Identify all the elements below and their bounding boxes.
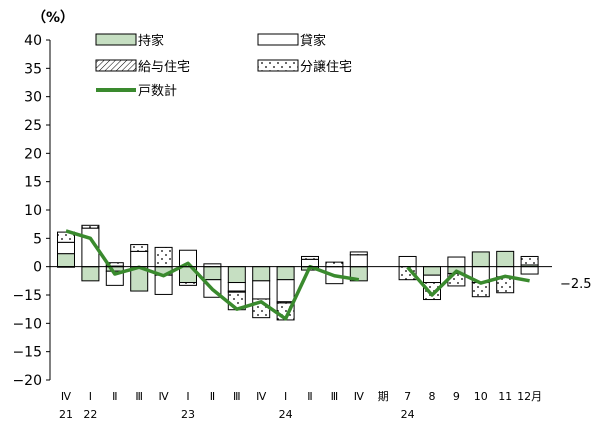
bar-mochiie	[252, 266, 271, 282]
x-year-label: 23	[181, 408, 195, 421]
x-tick-label: Ⅰ	[186, 390, 189, 403]
y-tick-label: −20	[12, 373, 42, 389]
bar-kashiya	[252, 280, 271, 300]
bar-bunjo	[81, 224, 100, 229]
bar-kashiya	[276, 279, 295, 303]
legend-label-kashiya: 貸家	[300, 33, 326, 49]
bar-bunjo	[520, 255, 539, 266]
x-tick-label: 8	[429, 390, 436, 403]
x-year-label: 22	[83, 408, 97, 421]
y-tick-label: 20	[24, 146, 42, 162]
legend-swatch-kashiya	[257, 33, 299, 46]
x-year-label: 24	[279, 408, 293, 421]
legend-swatch-mochiie	[95, 33, 137, 46]
bar-bunjo	[154, 246, 173, 268]
x-tick-label: 12月	[517, 390, 542, 403]
bar-series	[57, 224, 539, 321]
bar-kashiya	[423, 274, 441, 284]
bar-kashiya	[447, 256, 466, 268]
bar-bunjo	[130, 244, 149, 252]
x-tick-label: Ⅳ	[61, 390, 72, 403]
bar-mochiie	[57, 253, 75, 268]
y-axis: 40 35 30 25 20 15 10 5 0 −15 −10 −15 −20	[12, 33, 51, 389]
bar-mochiie	[227, 266, 246, 284]
bar-mochiie	[81, 266, 100, 282]
bar-mochiie	[276, 266, 295, 281]
legend-swatch-kyuyo	[95, 59, 137, 72]
x-tick-label: Ⅰ	[89, 390, 92, 403]
x-tick-label: 9	[453, 390, 460, 403]
y-tick-label: 40	[24, 33, 42, 49]
unit-label: （%）	[32, 10, 74, 26]
x-tick-label: Ⅳ	[354, 390, 365, 403]
y-tick-label: 0	[33, 260, 42, 276]
y-tick-label: 25	[24, 118, 42, 134]
legend-label-mochiie: 持家	[138, 33, 164, 49]
bar-bunjo	[423, 282, 441, 301]
x-year-label: 24	[401, 408, 415, 421]
x-tick-label: 期	[378, 390, 389, 403]
y-tick-label: 35	[24, 61, 42, 77]
bar-kashiya	[520, 266, 539, 275]
bar-bunjo	[325, 261, 344, 268]
x-tick-label: 10	[474, 390, 488, 403]
x-tick-label: Ⅱ	[210, 390, 215, 403]
x-tick-label: Ⅲ	[135, 390, 143, 403]
legend: 持家 貸家 給与住宅 分譲住宅 戸数計	[95, 33, 352, 99]
legend-label-bunjo: 分譲住宅	[300, 59, 352, 75]
bar-bunjo	[349, 251, 368, 256]
x-tick-label: Ⅲ	[233, 390, 241, 403]
y-tick-label: 15	[24, 175, 42, 191]
bar-mochiie	[423, 266, 441, 276]
y-tick-label: 5	[33, 231, 42, 247]
bar-mochiie	[496, 250, 515, 268]
y-tick-label: −15	[12, 288, 42, 304]
last-value-label: −2.5	[560, 277, 592, 292]
bar-mochiie	[471, 251, 490, 268]
x-tick-label: Ⅲ	[331, 390, 339, 403]
legend-label-total: 戸数計	[138, 83, 177, 99]
bar-bunjo	[179, 282, 197, 286]
bar-bunjo	[301, 255, 319, 260]
bar-mochiie	[203, 266, 222, 281]
total-line	[406, 266, 530, 297]
x-tick-label: 11	[498, 390, 512, 403]
bar-kashiya	[57, 241, 75, 255]
bar-kashiya	[227, 282, 246, 292]
x-year-label: 21	[59, 408, 73, 421]
y-tick-label: 30	[24, 90, 42, 106]
bar-kashiya	[398, 255, 417, 268]
x-tick-label: Ⅳ	[256, 390, 267, 403]
bar-kashiya	[154, 274, 173, 295]
legend-swatch-bunjo	[257, 59, 299, 72]
x-tick-label: Ⅱ	[307, 390, 312, 403]
x-tick-label: Ⅳ	[159, 390, 170, 403]
x-tick-label: Ⅱ	[112, 390, 117, 403]
y-tick-label: 10	[24, 203, 42, 219]
legend-label-kyuyo: 給与住宅	[138, 60, 190, 75]
bar-kashiya	[349, 254, 368, 268]
x-tick-label: 7	[404, 390, 411, 403]
x-tick-label: Ⅰ	[284, 390, 287, 403]
y-tick-label: −10	[12, 316, 42, 332]
y-tick-label: −15	[12, 345, 42, 361]
bar-kashiya	[130, 250, 149, 268]
